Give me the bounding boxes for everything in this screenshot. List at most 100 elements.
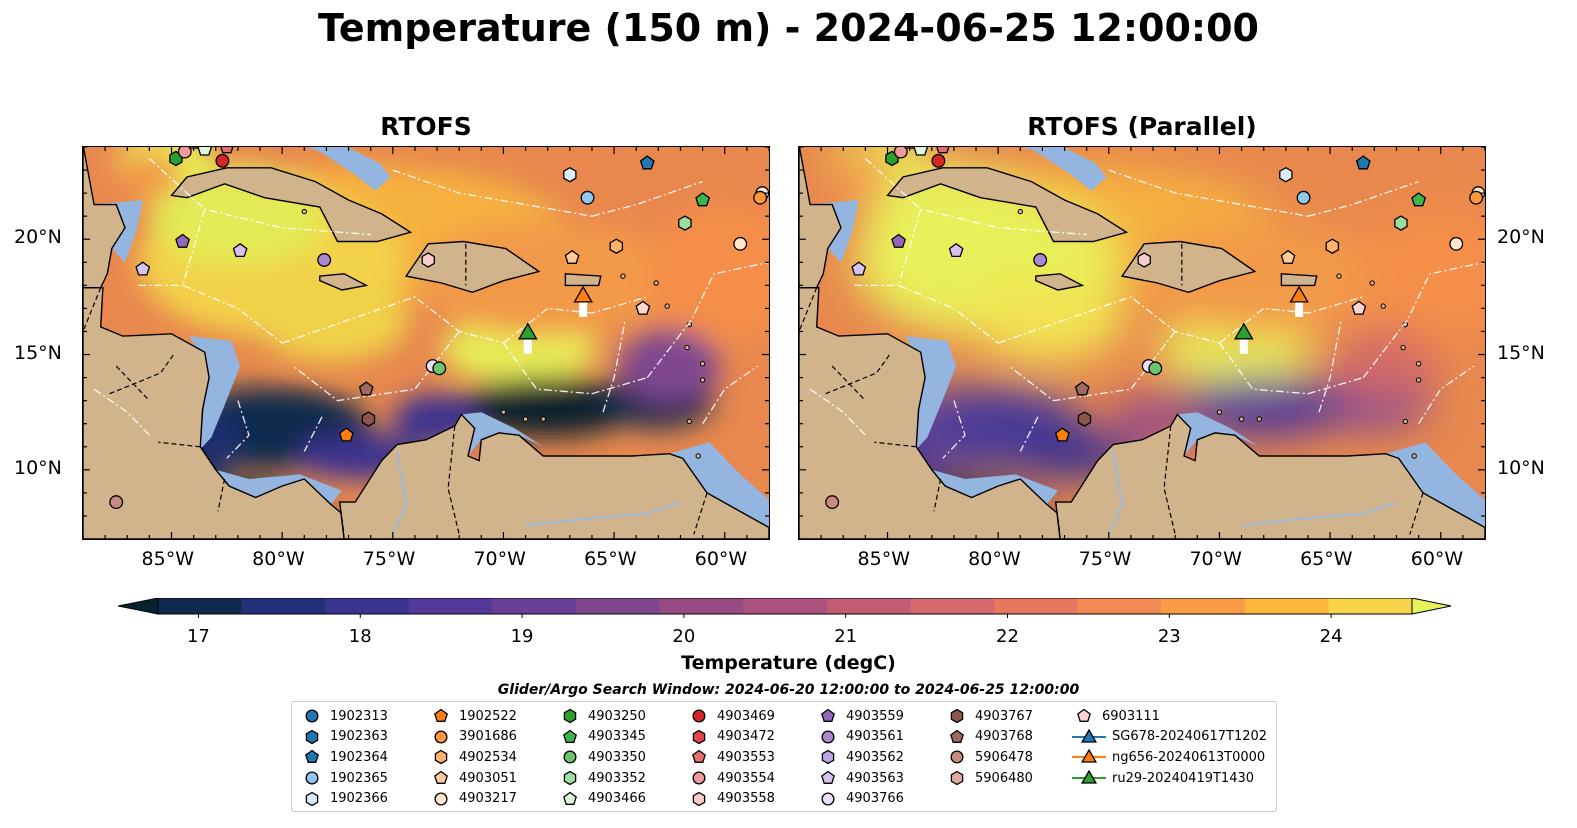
- shelf-mosquito: [189, 336, 241, 450]
- island: [699, 361, 706, 367]
- colorbar-segment: [158, 598, 243, 614]
- lat-tick-label-right: 10°N: [1497, 456, 1545, 479]
- legend-marker: [563, 770, 577, 786]
- colorbar-label: Temperature (degC): [681, 652, 896, 674]
- shelf-mosquito: [905, 336, 957, 450]
- axis-ticks: [83, 147, 769, 539]
- shelf-orinoco: [1385, 442, 1485, 528]
- eez-boundary: [997, 296, 1220, 344]
- glider-track: [1295, 296, 1304, 317]
- pentagon-marker-icon: [692, 750, 706, 764]
- argo-float-marker: [825, 495, 840, 510]
- argo-float-marker: [1077, 411, 1092, 427]
- argo-float-marker: [1279, 166, 1293, 183]
- colorbar-segment: [1328, 598, 1413, 614]
- legend-marker: [950, 729, 964, 743]
- country-border: [1409, 492, 1424, 535]
- eez-boundary: [1307, 180, 1419, 217]
- circle-marker-icon: [692, 709, 706, 723]
- argo-float-marker: [563, 166, 577, 183]
- map-rtofs[interactable]: [82, 146, 770, 540]
- eez-boundary: [392, 169, 593, 217]
- colorbar-tick-label: 22: [996, 626, 1019, 647]
- shelf-yuc2: [94, 200, 143, 263]
- hexagon-marker-icon: [950, 770, 964, 786]
- legend-marker: [563, 708, 577, 724]
- island: [540, 416, 546, 422]
- legend-item: 4903559: [816, 706, 904, 726]
- colorbar-segment: [576, 598, 661, 614]
- map-rtofs-parallel[interactable]: [798, 146, 1486, 540]
- legend-item: ng656-20240613T0000: [1072, 747, 1265, 767]
- hexagon-marker-icon: [563, 708, 577, 724]
- pentagon-marker-icon: [563, 729, 577, 743]
- argo-float-marker: [232, 242, 248, 258]
- argo-float-marker: [695, 192, 711, 207]
- argo-float-marker: [358, 381, 374, 396]
- axis-ticks: [799, 147, 1485, 539]
- lat-tick-label-left: 20°N: [14, 226, 62, 249]
- island: [1400, 344, 1406, 351]
- argo-float-marker: [1411, 192, 1427, 207]
- land-puertorico: [1280, 273, 1318, 287]
- island: [1238, 416, 1245, 422]
- eez-boundary: [1008, 331, 1176, 402]
- legend-label: 4903562: [846, 749, 904, 765]
- legend-label: 4903766: [846, 791, 904, 807]
- colorbar-tick-label: 21: [834, 626, 858, 647]
- circle-marker-icon: [692, 771, 706, 785]
- lon-tick-label: 65°W: [584, 548, 637, 570]
- island: [1402, 418, 1409, 425]
- legend-item: 4903352: [558, 768, 646, 788]
- eez-boundary: [864, 158, 1087, 236]
- eez-boundary: [1019, 416, 1039, 452]
- legend-marker: [563, 729, 577, 743]
- legend-item: 1902364: [300, 747, 388, 767]
- pentagon-marker-icon: [434, 770, 448, 785]
- land-yucatan: [799, 147, 842, 289]
- circle-marker-icon: [305, 771, 319, 785]
- legend-marker: [1077, 708, 1091, 722]
- lon-tick-label: 65°W: [1300, 548, 1353, 570]
- eez-boundary: [1318, 319, 1342, 413]
- argo-float-marker: [1355, 155, 1371, 170]
- colorbar-segment: [241, 598, 326, 614]
- circle-marker-icon: [821, 730, 835, 744]
- land-central: [83, 147, 345, 539]
- legend-label: 4903466: [588, 791, 646, 807]
- glider-track: [579, 296, 588, 317]
- legend-label: 4903472: [717, 729, 775, 745]
- island: [301, 208, 307, 215]
- colorbar-segment: [994, 598, 1079, 614]
- colorbar-segment: [826, 598, 911, 614]
- country-border: [447, 425, 460, 535]
- argo-float-marker: [338, 427, 354, 442]
- legend-item: 4903554: [687, 768, 775, 788]
- legend-item: 4903466: [558, 789, 646, 809]
- island: [1415, 361, 1422, 367]
- land-central: [799, 147, 1061, 539]
- argo-float-marker: [1054, 427, 1070, 442]
- eez-boundary: [503, 296, 648, 344]
- eez-boundary: [602, 319, 626, 413]
- legend-label: ru29-20240419T1430: [1112, 770, 1255, 786]
- eez-boundary: [1362, 261, 1485, 378]
- shelf-bahamas: [1022, 147, 1107, 191]
- lat-tick-label-right: 20°N: [1497, 226, 1545, 249]
- legend-item: 4903563: [816, 768, 904, 788]
- land-cuba: [886, 167, 1129, 243]
- legend-label: ng656-20240613T0000: [1112, 749, 1266, 765]
- colorbar-tick-label: 23: [1157, 626, 1181, 647]
- shelf-yuc2: [810, 200, 859, 263]
- legend-item: 6903111: [1072, 706, 1160, 726]
- legend-label: 4903563: [846, 770, 904, 786]
- legend-item: 4903345: [558, 727, 646, 747]
- argo-float-marker: [135, 261, 151, 276]
- eez-boundary: [281, 296, 504, 344]
- legend-label: 4903559: [846, 708, 904, 724]
- circle-marker-icon: [563, 750, 577, 764]
- legend-label: 4903250: [588, 708, 646, 724]
- argo-float-marker: [1325, 238, 1340, 254]
- shelf-gulfvz: [461, 412, 544, 456]
- eez-boundary: [1219, 296, 1364, 344]
